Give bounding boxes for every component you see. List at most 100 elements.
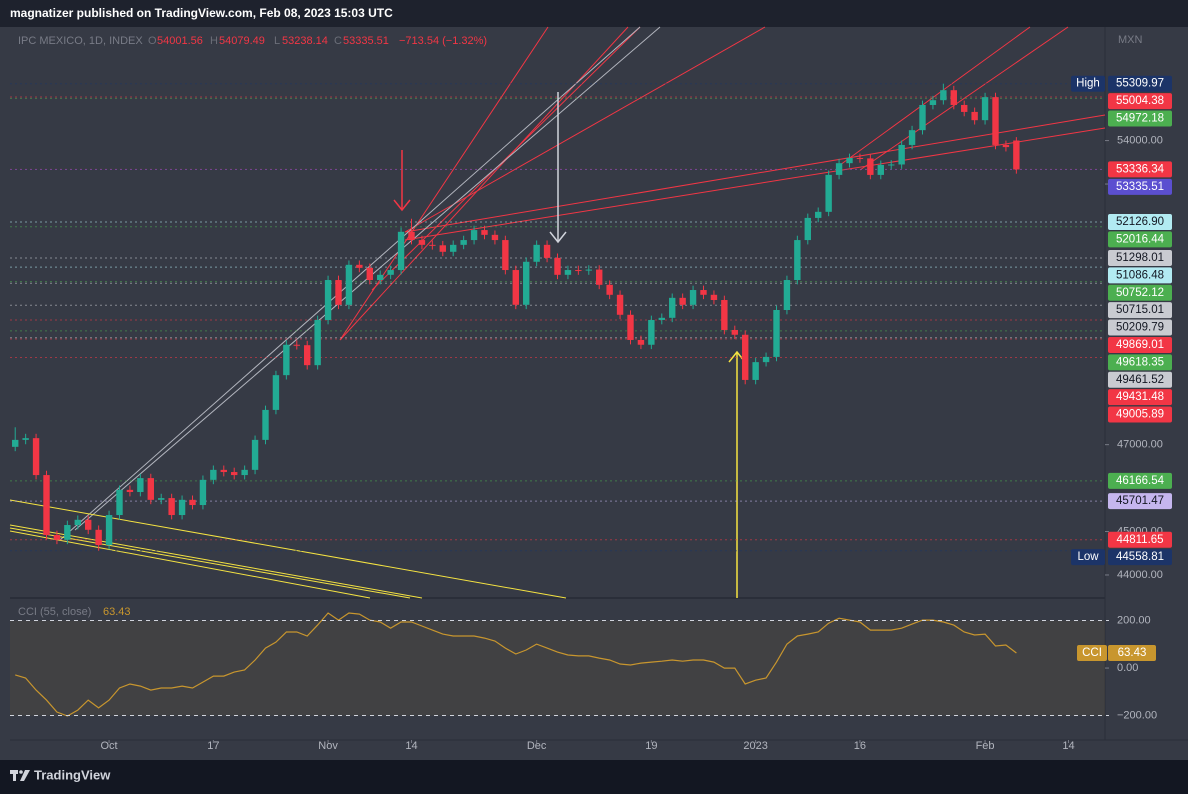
candle-body xyxy=(251,439,259,470)
publisher-line: magnatizer published on TradingView.com,… xyxy=(10,6,393,20)
arrow-head xyxy=(549,231,567,244)
candle-body xyxy=(324,280,332,320)
level-label: 54972.18 xyxy=(1116,113,1164,125)
candles xyxy=(12,83,1020,717)
price-legend: IPC MEXICO, 1D, INDEX O 54001.56 H 54079… xyxy=(18,34,1143,47)
level-label-box xyxy=(1108,354,1172,371)
trend-line xyxy=(339,26,629,341)
level-label: 49005.89 xyxy=(1116,409,1164,421)
candle-body xyxy=(606,284,613,295)
candle-body xyxy=(272,375,280,410)
ohlc-value: 54079.49 xyxy=(219,35,265,47)
ohlc-letter: H xyxy=(210,35,218,47)
candle-body xyxy=(773,310,780,357)
level-label-box xyxy=(1108,531,1172,548)
logo-part xyxy=(20,770,30,781)
level-label: 49461.52 xyxy=(1116,374,1164,386)
candle-body xyxy=(189,499,196,506)
candle-body xyxy=(919,104,926,131)
candle-body xyxy=(53,535,61,540)
x-tick-label: 2023 xyxy=(743,740,767,752)
x-tick-label: 16 xyxy=(854,740,866,752)
candle-body xyxy=(596,269,603,285)
trend-line xyxy=(371,26,641,291)
logo-part xyxy=(13,770,16,781)
candle-body xyxy=(658,317,665,320)
candle-body xyxy=(721,300,728,330)
ohlc-value: 53335.51 xyxy=(343,35,389,47)
candle-body xyxy=(752,362,759,380)
y-tick-label: 47000.00 xyxy=(1117,439,1163,451)
candle-body xyxy=(397,231,405,271)
y-tick-label: 0.00 xyxy=(1117,662,1138,674)
level-label-box xyxy=(1108,75,1172,92)
candle-body xyxy=(418,240,426,245)
candle-body xyxy=(64,525,71,540)
ohlc-letter: C xyxy=(334,35,342,47)
trend-line xyxy=(9,530,371,599)
trend-line xyxy=(404,114,1106,233)
level-label: 52126.90 xyxy=(1116,216,1164,228)
chart-area xyxy=(0,27,1188,760)
level-label-box xyxy=(1108,213,1172,230)
currency: MXN xyxy=(1118,34,1143,46)
level-tag: High xyxy=(1076,78,1100,90)
candle-body xyxy=(12,439,19,447)
cci-tag: CCI xyxy=(1082,647,1102,659)
candle-body xyxy=(762,356,770,363)
level-label-box xyxy=(1108,319,1172,336)
candle-body xyxy=(981,97,989,121)
candle-body xyxy=(523,261,530,305)
candle-body xyxy=(679,297,686,305)
candle-body xyxy=(783,280,791,311)
candle-body xyxy=(199,479,207,506)
candle-body xyxy=(512,270,519,305)
level-label-box xyxy=(1108,406,1172,423)
candle-body xyxy=(262,409,269,440)
x-tick-label: 14 xyxy=(1062,740,1074,752)
level-label: 49618.35 xyxy=(1116,356,1164,368)
candle-body xyxy=(856,157,864,159)
level-label: 51086.48 xyxy=(1116,269,1164,281)
ohlc-letter: L xyxy=(274,35,280,47)
candle-body xyxy=(689,290,697,305)
ohlc-value: 53238.14 xyxy=(282,35,328,47)
level-label-box xyxy=(1108,284,1172,301)
level-label-box xyxy=(1108,472,1172,489)
ohlc-letter: O xyxy=(148,35,157,47)
candle-body xyxy=(377,274,384,281)
candle-body xyxy=(835,163,843,175)
level-label: 44811.65 xyxy=(1116,534,1163,546)
candle-body xyxy=(648,319,655,345)
candle-body xyxy=(867,158,874,175)
candle-body xyxy=(710,294,718,301)
candle-body xyxy=(460,240,467,245)
candle-body xyxy=(543,244,551,258)
top-bar xyxy=(0,0,1188,27)
candle-body xyxy=(439,245,446,252)
candle-body xyxy=(408,231,415,241)
candle-body xyxy=(32,438,40,476)
candle-body xyxy=(304,345,311,366)
candle-body xyxy=(22,438,29,440)
candle-body xyxy=(231,472,238,476)
candle-body xyxy=(961,104,968,112)
cci-legend: CCI (55, close) 63.43 xyxy=(18,606,131,618)
candle-body xyxy=(846,157,853,164)
symbol: IPC MEXICO, 1D, INDEX xyxy=(18,35,143,47)
candle-body xyxy=(85,519,92,530)
candle-body xyxy=(43,475,50,536)
candle-body xyxy=(950,90,957,105)
level-label: 46166.54 xyxy=(1116,475,1165,487)
candle-body xyxy=(669,297,676,318)
candle-body xyxy=(116,489,123,516)
level-label: 51298.01 xyxy=(1116,252,1164,264)
candle-body xyxy=(637,339,645,345)
level-label-box xyxy=(1108,371,1172,388)
candle-body xyxy=(700,290,707,295)
candle-body xyxy=(627,314,634,340)
x-tick-label: Oct xyxy=(101,740,118,752)
cci-tag-box xyxy=(1077,644,1107,661)
candle-body xyxy=(387,270,394,275)
candle-body xyxy=(888,164,895,166)
